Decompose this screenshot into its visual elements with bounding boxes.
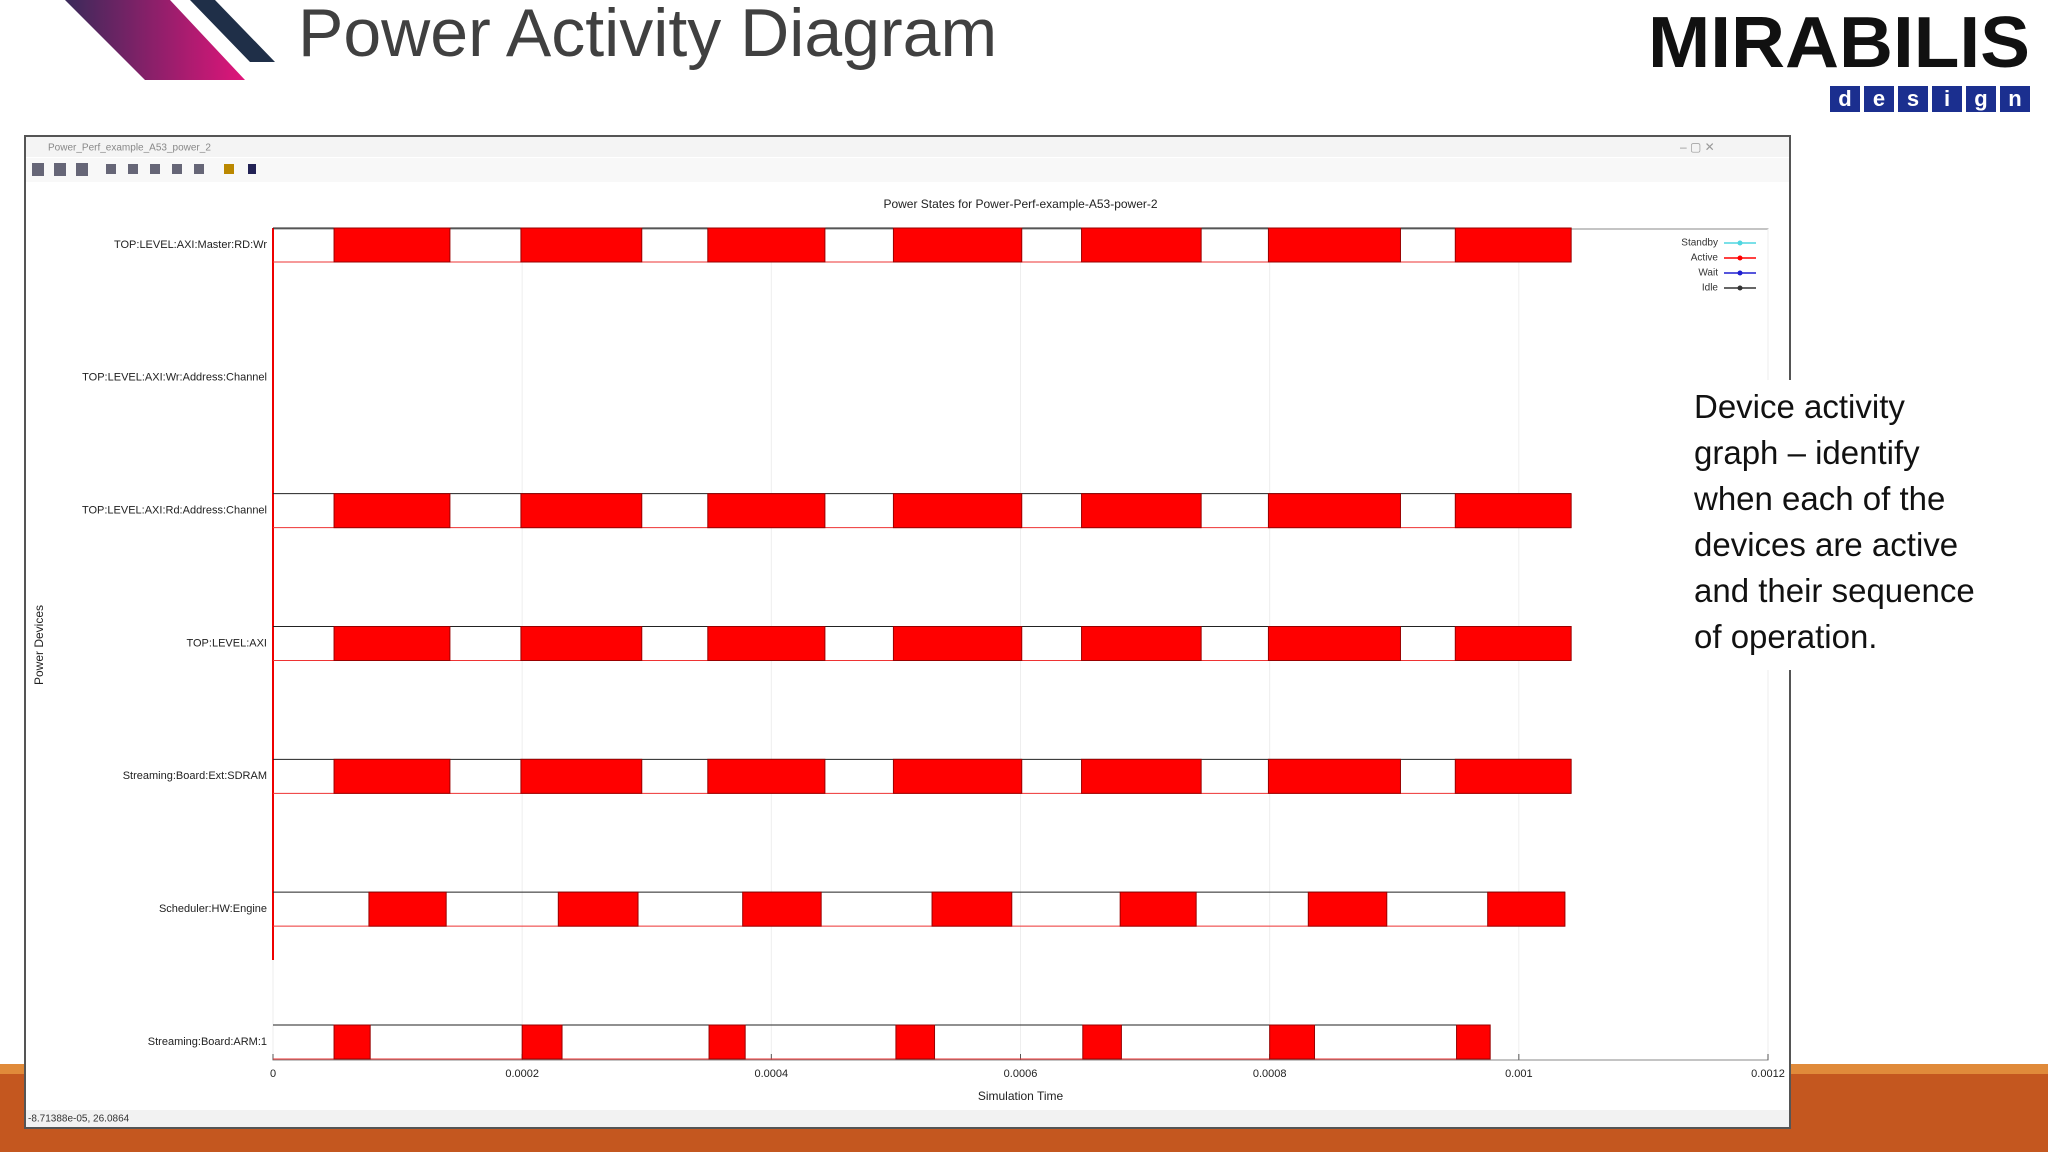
chart-title: Power States for Power-Perf-example-A53-… — [883, 197, 1157, 211]
active-interval — [742, 891, 822, 927]
legend-marker — [1737, 285, 1743, 291]
legend-label: Idle — [1702, 283, 1719, 294]
status-bar — [26, 1110, 1789, 1127]
y-axis-label: Power Devices — [32, 605, 46, 685]
x-tick-label: 0.0004 — [755, 1068, 789, 1080]
active-interval — [1081, 493, 1202, 529]
x-tick-label: 0.0008 — [1253, 1068, 1287, 1080]
legend-label: Wait — [1698, 268, 1718, 279]
active-interval — [333, 1024, 371, 1060]
active-interval — [520, 227, 643, 263]
y-tick-label: TOP:LEVEL:AXI — [186, 637, 267, 649]
active-interval — [1267, 493, 1401, 529]
y-tick-label: Streaming:Board:ARM:1 — [148, 1036, 267, 1048]
active-interval — [707, 626, 826, 661]
active-interval — [1267, 227, 1401, 263]
active-interval — [707, 227, 826, 263]
active-interval — [520, 758, 643, 794]
logo-letter: n — [2008, 86, 2021, 111]
active-interval — [892, 227, 1023, 263]
active-interval — [333, 493, 451, 529]
active-interval — [333, 626, 451, 661]
x-tick-label: 0.001 — [1505, 1068, 1533, 1080]
slide-title: Power Activity Diagram — [298, 0, 997, 71]
active-interval — [1307, 891, 1388, 927]
chevron — [190, 0, 275, 62]
active-interval — [1119, 891, 1197, 927]
legend-marker — [1737, 255, 1743, 261]
active-interval — [1081, 758, 1202, 794]
active-interval — [368, 891, 447, 927]
y-tick-label: TOP:LEVEL:AXI:Wr:Address:Channel — [82, 372, 267, 384]
status-text: -8.71388e-05, 26.0864 — [28, 1114, 130, 1125]
legend-label: Active — [1691, 253, 1719, 264]
legend-marker — [1737, 270, 1743, 276]
active-interval — [1454, 227, 1572, 263]
active-interval — [520, 626, 643, 661]
legend-label: Standby — [1681, 238, 1718, 249]
window-titlebar — [26, 137, 1789, 157]
active-interval — [1081, 626, 1202, 661]
y-tick-label: TOP:LEVEL:AXI:Master:RD:Wr — [114, 239, 267, 251]
logo-letter: s — [1907, 86, 1919, 111]
logo-letter-box — [1966, 86, 1996, 112]
active-interval — [892, 493, 1023, 529]
logo-letter: d — [1838, 86, 1851, 111]
x-tick-label: 0.0012 — [1751, 1068, 1785, 1080]
active-interval — [707, 758, 826, 794]
active-interval — [520, 493, 643, 529]
active-interval — [708, 1024, 746, 1060]
active-interval — [892, 626, 1023, 661]
active-interval — [1082, 1024, 1122, 1060]
logo-letter: g — [1974, 86, 1987, 111]
active-interval — [707, 493, 826, 529]
x-axis-label: Simulation Time — [978, 1089, 1064, 1103]
active-interval — [931, 891, 1013, 927]
active-interval — [1454, 626, 1572, 661]
x-tick-label: 0 — [270, 1068, 276, 1080]
active-interval — [1269, 1024, 1316, 1060]
logo-letter: i — [1944, 86, 1950, 111]
active-interval — [1456, 1024, 1491, 1060]
active-interval — [895, 1024, 936, 1060]
active-interval — [1454, 493, 1572, 529]
x-tick-label: 0.0002 — [505, 1068, 539, 1080]
y-tick-label: Streaming:Board:Ext:SDRAM — [123, 770, 267, 782]
active-interval — [1267, 626, 1401, 661]
active-interval — [521, 1024, 563, 1060]
toolbar-icons — [32, 163, 256, 176]
logo-name: MIRABILIS — [1648, 3, 2030, 83]
window-buttons: – ▢ ✕ — [1680, 140, 1715, 154]
y-tick-label: TOP:LEVEL:AXI:Rd:Address:Channel — [82, 505, 267, 517]
window-title: Power_Perf_example_A53_power_2 — [48, 143, 211, 154]
logo-letter-box — [1932, 86, 1962, 112]
logo-letter: e — [1873, 86, 1885, 111]
y-tick-label: Scheduler:HW:Engine — [159, 903, 267, 915]
legend-marker — [1737, 240, 1743, 246]
chevron — [65, 0, 245, 80]
logo-letter-box — [1898, 86, 1928, 112]
active-interval — [1487, 891, 1566, 927]
active-interval — [1454, 758, 1572, 794]
x-tick-label: 0.0006 — [1004, 1068, 1038, 1080]
active-interval — [333, 227, 451, 263]
note: Device activity graph – identify when ea… — [1680, 380, 2004, 670]
active-interval — [333, 758, 451, 794]
toolbar — [26, 158, 1789, 182]
active-interval — [557, 891, 639, 927]
active-interval — [1267, 758, 1401, 794]
active-interval — [1081, 227, 1202, 263]
logo-letter-box — [1864, 86, 1894, 112]
active-interval — [892, 758, 1023, 794]
logo-letter-box — [2000, 86, 2030, 112]
logo-letter-box — [1830, 86, 1860, 112]
